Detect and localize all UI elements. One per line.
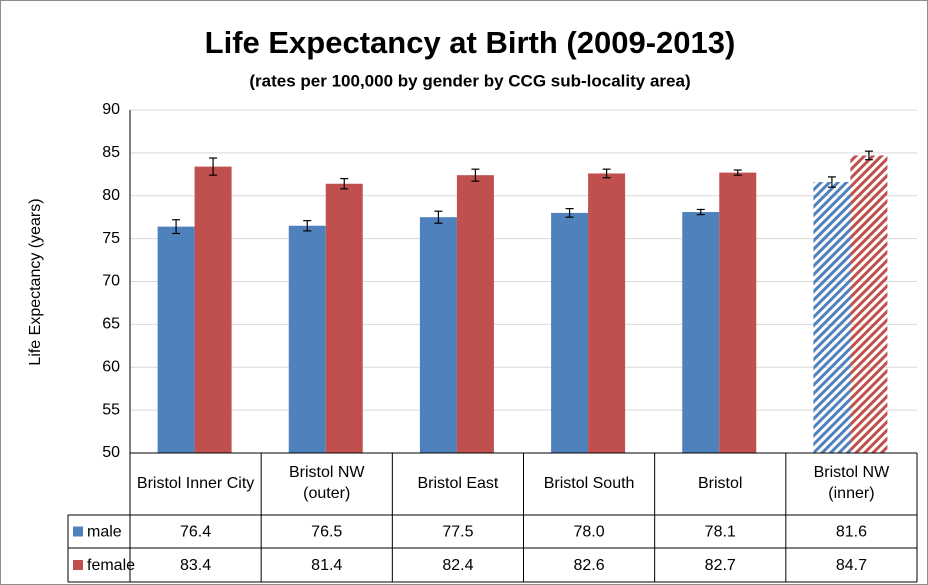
chart-title: Life Expectancy at Birth (2009-2013) (205, 25, 736, 60)
x-tick-label: Bristol Inner City (136, 474, 255, 492)
y-tick-label: 80 (102, 187, 120, 204)
table-value: 76.5 (311, 524, 342, 541)
table-value: 82.4 (442, 557, 473, 574)
table-value: 77.5 (442, 524, 473, 541)
y-axis-label: Life Expectancy (years) (27, 198, 44, 365)
x-tick-label: Bristol (698, 474, 743, 492)
bar (551, 212, 589, 453)
x-tick-label-box: Bristol (698, 474, 743, 492)
y-tick-label: 85 (102, 144, 120, 161)
error-bar (303, 220, 312, 232)
chart-subtitle: (rates per 100,000 by gender by CCG sub-… (249, 71, 690, 90)
table-value: 78.0 (574, 524, 605, 541)
error-bar (733, 169, 742, 176)
bar (325, 183, 363, 453)
y-tick-label: 65 (102, 316, 120, 333)
table-value: 76.4 (180, 524, 211, 541)
table-value: 78.1 (705, 524, 736, 541)
bar (288, 225, 326, 453)
error-bar (209, 157, 218, 176)
bar (682, 212, 720, 453)
x-tick-label: Bristol South (543, 474, 635, 492)
error-bar (471, 168, 480, 182)
bar (813, 182, 851, 453)
x-tick-label-box: Bristol South (543, 474, 635, 492)
bar (588, 173, 626, 453)
bar (419, 217, 457, 453)
x-tick-label: Bristol NW (inner) (813, 464, 890, 502)
error-bar (696, 208, 705, 216)
error-bar (434, 210, 443, 224)
table-value: 81.4 (311, 557, 342, 574)
x-tick-label: Bristol NW (outer) (288, 464, 365, 502)
bar (719, 172, 757, 453)
error-bar (565, 208, 574, 218)
error-bar (340, 178, 349, 190)
y-tick-label: 60 (102, 358, 120, 375)
legend-label: male (87, 524, 122, 541)
x-tick-label-box: Bristol NW (inner) (813, 464, 890, 502)
y-tick-label: 75 (102, 230, 120, 247)
table-value: 83.4 (180, 557, 211, 574)
x-tick-label-box: Bristol East (417, 474, 499, 492)
x-tick-label-box: Bristol NW (outer) (288, 464, 365, 502)
table-value: 84.7 (836, 557, 867, 574)
bar (850, 155, 888, 453)
error-bar (602, 168, 611, 179)
y-tick-label: 90 (102, 101, 120, 118)
bar (157, 226, 195, 453)
bar (194, 166, 232, 453)
legend-swatch (73, 526, 83, 537)
error-bar (827, 176, 836, 188)
error-bar (864, 150, 873, 161)
legend-swatch (73, 560, 83, 570)
x-tick-label: Bristol East (417, 474, 499, 492)
bar (456, 175, 494, 454)
x-tick-label-box: Bristol Inner City (136, 474, 255, 492)
table-value: 82.6 (574, 557, 605, 574)
y-tick-label: 50 (102, 444, 120, 461)
y-tick-label: 70 (102, 273, 120, 290)
legend-label: female (87, 557, 135, 574)
table-value: 81.6 (836, 524, 867, 541)
y-tick-label: 55 (102, 401, 120, 418)
error-bar (172, 219, 181, 235)
table-value: 82.7 (705, 557, 736, 574)
